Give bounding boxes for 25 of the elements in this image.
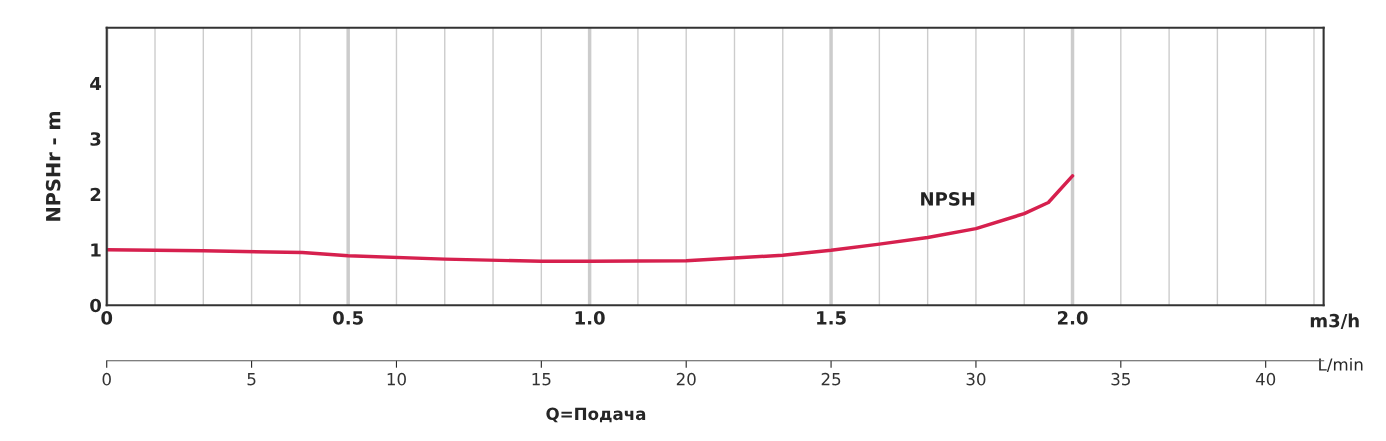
y-tick-label: 1	[91, 243, 101, 257]
x2-axis-title: L/min	[1319, 357, 1363, 373]
y-tick-label: 0	[90, 298, 101, 313]
x-tick-label: 1.5	[817, 311, 846, 325]
x2-tick-label: 10	[387, 372, 406, 386]
x-tick-label: 0	[101, 311, 113, 325]
x2-tick-label: 25	[821, 372, 841, 386]
x-tick-label: 2.0	[1057, 311, 1088, 325]
x-tick-label: 1.0	[575, 311, 605, 325]
x2-tick-label: 5	[247, 373, 256, 386]
x2-tick-label: 35	[1111, 372, 1130, 386]
x2-tick-label: 40	[1255, 372, 1276, 386]
x-axis-title: m3/h	[1310, 313, 1359, 329]
x2-tick-label: 20	[676, 372, 696, 386]
y-tick-label: 2	[90, 187, 101, 202]
y-tick-label: 3	[90, 132, 101, 146]
x-tick-label: 0.5	[333, 311, 363, 325]
y-axis-title: NPSHr - m	[45, 111, 61, 221]
series-label: NPSH	[921, 192, 975, 206]
x2-tick-label: 15	[532, 373, 551, 386]
line-series	[106, 174, 1075, 264]
y-tick-label: 4	[90, 76, 102, 91]
text: Q=Подача	[546, 407, 646, 423]
x2-tick-label: 30	[966, 372, 986, 386]
x2-tick-label: 0	[102, 372, 111, 386]
